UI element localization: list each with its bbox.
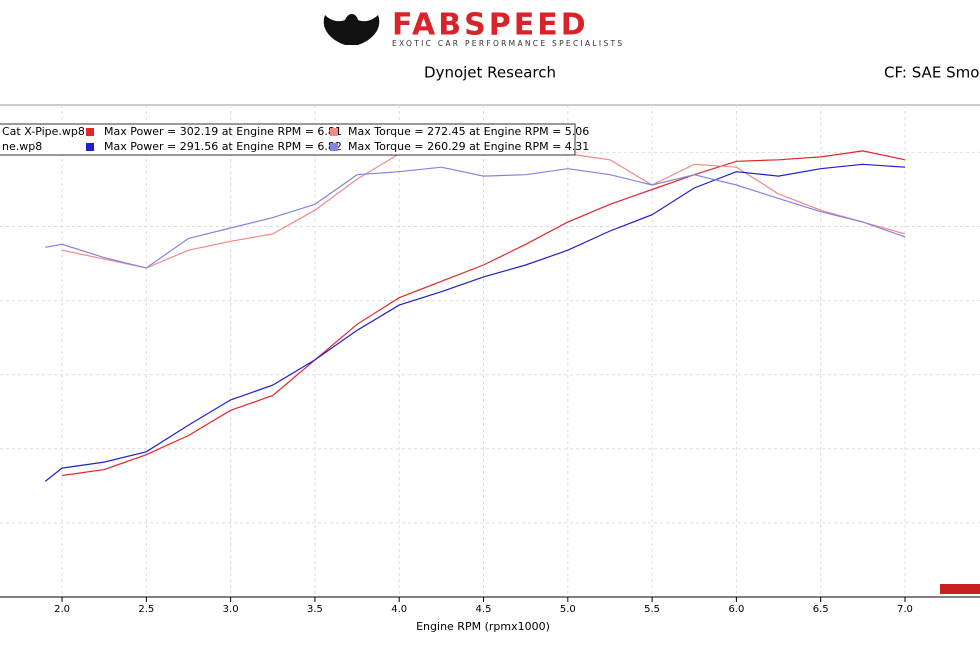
logo-tagline: EXOTIC CAR PERFORMANCE SPECIALISTS: [392, 39, 624, 48]
series-line: [45, 166, 906, 269]
chart-title: Dynojet Research: [424, 64, 556, 82]
x-tick-label: 3.5: [307, 604, 323, 615]
x-tick-label: 6.5: [813, 604, 829, 615]
series-line: [44, 163, 906, 482]
x-tick-label: 5.5: [644, 604, 660, 615]
series-line: [61, 150, 906, 477]
x-tick-label: 6.0: [728, 604, 744, 615]
x-tick-label: 7.0: [897, 604, 913, 615]
x-tick-label: 2.0: [54, 604, 70, 615]
x-axis-label: Engine RPM (rpmx1000): [416, 620, 550, 633]
legend-swatch: [330, 143, 338, 151]
x-tick-label: 5.0: [560, 604, 576, 615]
x-tick-label: 2.5: [138, 604, 154, 615]
legend-entry: Max Power = 302.19 at Engine RPM = 6.81: [104, 125, 342, 138]
x-tick-label: 3.0: [223, 604, 239, 615]
legend-file: ne.wp8: [2, 140, 42, 153]
legend-entry: Max Torque = 272.45 at Engine RPM = 5.06: [348, 125, 589, 138]
logo-emblem: [323, 14, 380, 45]
legend-entry: Max Torque = 260.29 at Engine RPM = 4.31: [348, 140, 589, 153]
dynojet-logo: [940, 584, 980, 594]
logo-text: FABSPEED: [392, 8, 589, 43]
x-tick-label: 4.5: [476, 604, 492, 615]
x-tick-label: 4.0: [391, 604, 407, 615]
legend-box: [0, 123, 576, 156]
legend-swatch: [330, 128, 338, 136]
correction-label: CF: SAE Smo: [884, 64, 979, 82]
logo: FABSPEED EXOTIC CAR PERFORMANCE SPECIALI…: [323, 8, 624, 48]
legend-entry: Max Power = 291.56 at Engine RPM = 6.82: [104, 140, 342, 153]
legend-swatch: [86, 143, 94, 151]
legend-file: Cat X-Pipe.wp8: [2, 125, 85, 138]
legend-swatch: [86, 128, 94, 136]
